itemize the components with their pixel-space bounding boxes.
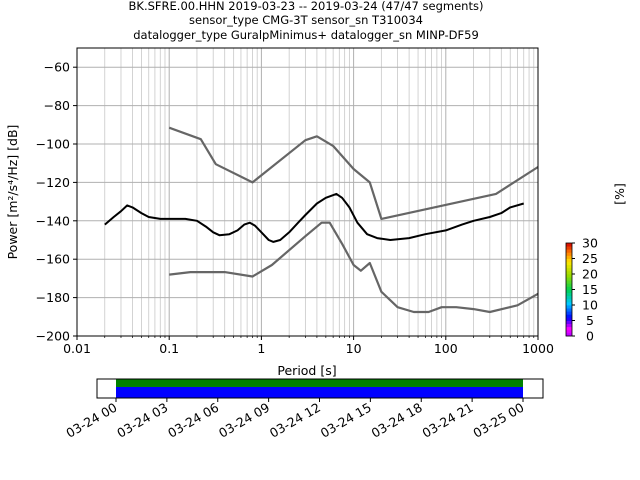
colorbar-tick-label: 10 <box>582 298 598 313</box>
timeline-tick-label: 03-24 18 <box>369 400 425 441</box>
y-tick-label: −160 <box>36 252 70 267</box>
colorbar-cell <box>566 295 572 300</box>
x-tick-label: 1 <box>257 341 265 356</box>
colorbar-cell <box>566 308 572 312</box>
timeline-psd-coverage <box>116 386 523 398</box>
colorbar-cell <box>566 270 572 275</box>
colorbar <box>565 242 573 337</box>
colorbar-cell <box>566 280 572 284</box>
colorbar-cell <box>566 277 572 281</box>
x-tick-label: 1000 <box>522 341 554 356</box>
y-tick-label: −140 <box>36 213 70 228</box>
colorbar-cell <box>566 323 572 328</box>
y-tick-label: −120 <box>36 175 70 190</box>
timeline-tick-label: 03-24 15 <box>318 400 374 441</box>
y-tick-label: −60 <box>44 60 70 75</box>
colorbar-tick-label: 15 <box>582 282 598 297</box>
timeline-tick-label: 03-24 06 <box>165 400 221 441</box>
colorbar-cell <box>566 274 572 278</box>
plot-frame <box>76 47 539 337</box>
chart-title-line-2: sensor_type CMG-3T sensor_sn T310034 <box>189 13 423 27</box>
colorbar-cell <box>566 252 572 256</box>
colorbar-tick-label: 25 <box>582 251 598 266</box>
colorbar-cell <box>566 320 572 324</box>
colorbar-cell <box>566 264 572 269</box>
colorbar-cell <box>566 261 572 266</box>
low-noise-model-line <box>169 221 539 314</box>
minor-grid <box>104 48 535 336</box>
series-lines <box>104 126 539 314</box>
y-tick-label: −180 <box>36 290 70 305</box>
colorbar-cell <box>566 298 572 303</box>
colorbar-cell <box>566 332 572 337</box>
colorbar-tick-label: 30 <box>582 236 598 251</box>
y-axis-ticks: −60 −80 −100 −120 −140 −160 −180 −200 <box>36 60 77 344</box>
chart-title-line-1: BK.SFRE.00.HHN 2019-03-23 -- 2019-03-24 … <box>129 0 484 13</box>
timeline-tick-label: 03-24 09 <box>216 400 272 441</box>
colorbar-cell <box>566 326 572 331</box>
colorbar-cell <box>566 292 572 297</box>
colorbar-cell <box>566 258 572 262</box>
colorbar-cell <box>566 246 572 250</box>
colorbar-cell <box>566 249 572 253</box>
colorbar-cell <box>566 305 572 309</box>
colorbar-cell <box>566 255 572 259</box>
plot-area <box>77 48 538 336</box>
colorbar-cell <box>566 243 572 247</box>
x-axis-ticks: 0.01 0.1 1 10 100 1000 <box>63 336 554 356</box>
mean-line <box>104 192 524 243</box>
colorbar-cell <box>566 286 572 290</box>
colorbar-cell <box>566 267 572 272</box>
chart-title-line-3: datalogger_type GuralpMinimus+ datalogge… <box>133 28 479 42</box>
timeline-tick-label: 03-24 03 <box>114 400 170 441</box>
colorbar-tick-label: 5 <box>586 313 594 328</box>
timeline-tick-label: 03-25 00 <box>470 400 526 441</box>
timeline-tick-label: 03-24 21 <box>419 400 475 441</box>
x-tick-label: 0.1 <box>159 341 179 356</box>
timeline-data-coverage <box>116 379 523 387</box>
x-tick-label: 10 <box>346 341 362 356</box>
timeline-coverage <box>96 378 544 399</box>
colorbar-cell <box>566 289 572 293</box>
colorbar-cell <box>566 301 572 306</box>
colorbar-cell <box>566 329 572 334</box>
y-axis-label: Power [m²/s⁴/Hz] [dB] <box>5 125 20 260</box>
colorbar-cell <box>566 317 572 321</box>
x-tick-label: 100 <box>434 341 458 356</box>
timeline-tick-label: 03-24 00 <box>63 400 119 441</box>
colorbar-cell <box>566 314 572 318</box>
y-tick-label: −200 <box>36 329 70 344</box>
colorbar-tick-label: 0 <box>586 329 594 344</box>
y-tick-label: −80 <box>44 98 70 113</box>
timeline-tick-label: 03-24 12 <box>267 400 323 441</box>
colorbar-cell <box>566 283 572 287</box>
high-noise-model-line <box>168 126 539 220</box>
x-axis-label: Period [s] <box>277 363 336 378</box>
colorbar-label: [%] <box>612 183 627 205</box>
colorbar-tick-label: 20 <box>582 267 598 282</box>
y-tick-label: −100 <box>36 137 70 152</box>
x-tick-label: 0.01 <box>63 341 91 356</box>
colorbar-cell <box>566 311 572 315</box>
